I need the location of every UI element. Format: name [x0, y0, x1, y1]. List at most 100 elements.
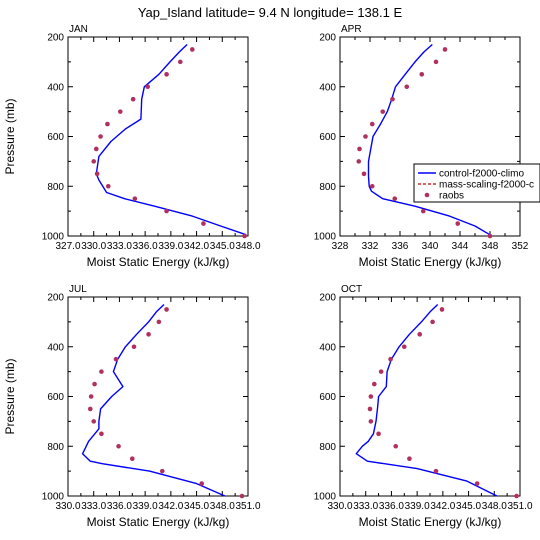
raobs-point: [487, 233, 493, 239]
raobs-point: [92, 381, 97, 387]
x-tick-label: 336: [392, 241, 409, 252]
panel-label: APR: [341, 24, 362, 35]
raobs-point: [419, 72, 425, 77]
legend-entry: mass-scaling-f2000-c: [418, 180, 534, 191]
raobs-point: [401, 344, 407, 350]
raobs-point: [442, 47, 448, 52]
x-tick-label: 348.0: [210, 501, 235, 512]
raobs-point: [93, 146, 99, 152]
x-tick-label: 352: [512, 241, 529, 252]
raobs-point: [146, 332, 151, 337]
y-axis-label: Pressure (mb): [3, 98, 17, 174]
raobs-point: [94, 171, 100, 177]
x-tick-label: 339.0: [405, 501, 430, 512]
x-tick-label: 342.0: [158, 501, 183, 512]
raobs-point: [368, 419, 374, 424]
y-tick-label: 600: [319, 132, 336, 143]
legend-entry: control-f2000-climo: [418, 169, 524, 180]
raobs-point: [116, 443, 121, 449]
x-tick-label: 328: [332, 241, 349, 252]
raobs-point: [105, 121, 110, 127]
raobs-point: [363, 134, 368, 139]
raobs-point: [433, 468, 439, 474]
panel-jan: 327.0 330.0 333.0 336.0 339.0 342.0 345.0 348.0…: [3, 24, 261, 269]
x-tick-label: 345.0: [456, 501, 481, 512]
raobs-point: [189, 47, 195, 52]
raobs-point: [439, 307, 445, 312]
y-tick-label: 800: [47, 442, 64, 453]
raobs-point: [199, 481, 205, 486]
legend: control-f2000-climomass-scaling-f2000-cr…: [413, 163, 540, 203]
raobs-point: [357, 146, 362, 152]
raobs-point: [433, 59, 439, 65]
raobs-point: [390, 96, 395, 102]
legend-label: control-f2000-climo: [439, 169, 524, 180]
panel-apr: 328 332 336 340 344 348 352 200 400 600 800 1000 APR…: [314, 24, 529, 269]
panel-label: JUL: [69, 284, 87, 295]
y-tick-label: 200: [47, 293, 64, 304]
y-tick-label: 400: [319, 82, 336, 93]
raobs-point: [201, 221, 206, 226]
raobs-point: [87, 406, 93, 412]
raobs-point: [88, 394, 94, 399]
x-tick-label: 342.0: [184, 241, 209, 252]
x-tick-label: 345.0: [184, 501, 209, 512]
raobs-point: [420, 208, 426, 214]
raobs-point: [514, 493, 519, 499]
series-line-control-f2000-climo: [81, 303, 226, 497]
y-tick-label: 400: [47, 82, 64, 93]
x-tick-label: 348.0: [235, 241, 260, 252]
x-axis-label: Moist Static Energy (kJ/kg): [359, 515, 502, 529]
x-tick-label: 339.0: [158, 241, 183, 252]
raobs-point: [98, 134, 103, 139]
x-tick-label: 336.0: [107, 501, 132, 512]
raobs-point: [164, 72, 169, 77]
y-tick-label: 1000: [42, 492, 65, 503]
y-tick-label: 200: [47, 33, 64, 44]
y-tick-label: 1000: [42, 232, 65, 243]
y-tick-label: 400: [319, 342, 336, 353]
raobs-point: [164, 307, 169, 312]
raobs-point: [378, 369, 384, 374]
raobs-point: [177, 59, 183, 65]
raobs-point: [356, 159, 362, 164]
x-tick-label: 336.0: [133, 241, 158, 252]
y-tick-label: 800: [319, 442, 336, 453]
raobs-point: [417, 332, 423, 337]
raobs-point: [474, 481, 480, 486]
raobs-point: [380, 109, 386, 114]
panel-label: JAN: [69, 24, 88, 35]
raobs-point: [145, 84, 151, 90]
series-line-control-f2000-climo: [95, 43, 247, 236]
panels: 327.0 330.0 333.0 336.0 339.0 342.0 345.0 348.0…: [3, 24, 533, 529]
y-tick-label: 800: [47, 182, 64, 193]
x-tick-label: 339.0: [133, 501, 158, 512]
raobs-point: [156, 319, 162, 325]
x-axis-label: Moist Static Energy (kJ/kg): [359, 255, 502, 269]
raobs-point: [388, 356, 393, 362]
x-tick-label: 330.0: [81, 241, 106, 252]
x-tick-label: 342.0: [430, 501, 455, 512]
panel-oct: 330.0 333.0 336.0 339.0 342.0 345.0 348.0 351.0…: [314, 284, 533, 529]
raobs-point: [159, 468, 165, 474]
raobs-point: [132, 196, 138, 201]
raobs-point: [376, 431, 381, 437]
raobs-point: [129, 456, 135, 461]
y-tick-label: 400: [47, 342, 64, 353]
x-tick-label: 345.0: [210, 241, 235, 252]
raobs-point: [91, 159, 97, 164]
raobs-point: [393, 443, 399, 449]
plot-frame: [67, 296, 249, 497]
x-tick-label: 330.0: [327, 501, 352, 512]
legend-label: mass-scaling-f2000-c: [439, 180, 534, 191]
raobs-point: [369, 121, 375, 127]
raobs-point: [368, 394, 374, 399]
raobs-point: [367, 406, 373, 412]
x-tick-label: 332: [362, 241, 379, 252]
raobs-point: [239, 493, 245, 499]
raobs-point: [130, 96, 136, 102]
raobs-point: [407, 456, 412, 461]
x-tick-label: 340: [422, 241, 439, 252]
x-tick-label: 351.0: [507, 501, 532, 512]
